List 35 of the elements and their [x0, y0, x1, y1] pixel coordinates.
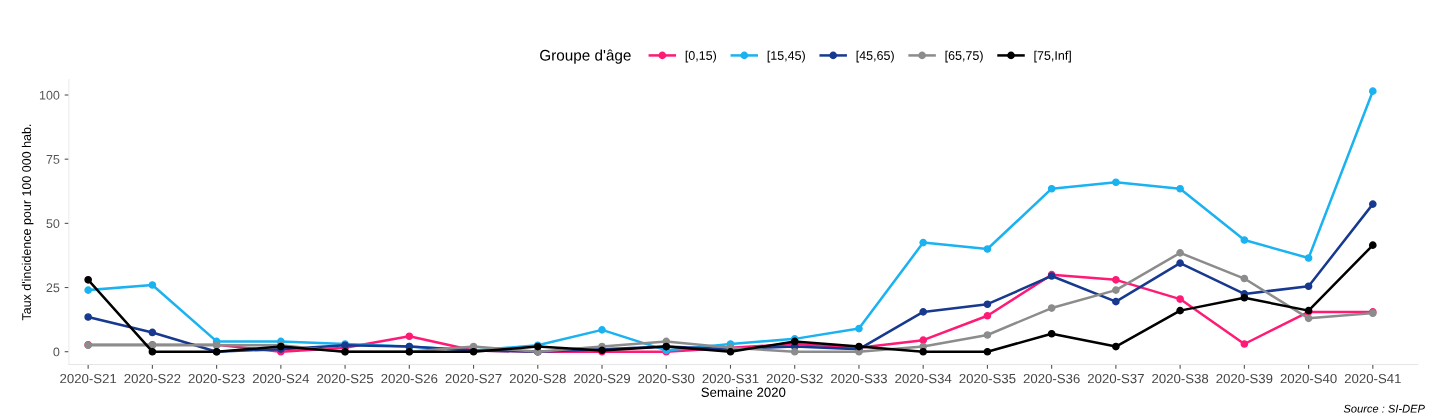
x-tick-label: 2020-S29	[574, 373, 631, 384]
x-tick-label: 2020-S21	[60, 373, 117, 384]
legend-label: [45,65)	[856, 50, 894, 63]
legend-label: [75,Inf]	[1034, 50, 1071, 63]
x-tick-label: 2020-S24	[252, 373, 310, 384]
x-tick-label: 2020-S37	[1087, 373, 1144, 384]
x-tick-label: 2020-S41	[1344, 373, 1401, 384]
x-tick-label: 2020-S38	[1152, 373, 1209, 384]
x-tick-label: 2020-S34	[895, 373, 952, 384]
legend-label: [15,45)	[767, 50, 805, 63]
y-tick-label: 75	[46, 155, 60, 164]
y-tick-label: 25	[46, 283, 60, 293]
y-axis-title: Taux d'incidence pour 100 000 hab.	[21, 124, 34, 321]
x-tick-label: 2020-S39	[1216, 373, 1273, 384]
y-tick-label: 50	[46, 219, 60, 229]
source-note: Source : SI-DEP	[1343, 404, 1425, 413]
x-tick-label: 2020-S27	[445, 373, 502, 384]
legend-label: [0,15)	[685, 50, 717, 63]
legend-title: Groupe d'âge	[540, 49, 631, 64]
legend-label: [65,75)	[945, 50, 983, 63]
x-tick-label: 2020-S25	[317, 373, 374, 384]
x-tick-label: 2020-S23	[188, 373, 245, 384]
x-tick-label: 2020-S22	[124, 373, 181, 384]
y-tick-label: 100	[39, 90, 60, 100]
x-tick-label: 2020-S36	[1023, 373, 1080, 384]
x-tick-label: 2020-S32	[766, 373, 823, 384]
x-tick-label: 2020-S28	[509, 373, 566, 384]
x-axis-title: Semaine 2020	[701, 387, 786, 397]
x-tick-label: 2020-S40	[1280, 373, 1337, 384]
y-tick-label: 0	[53, 347, 60, 357]
x-tick-label: 2020-S31	[702, 373, 759, 384]
x-tick-label: 2020-S33	[831, 373, 887, 384]
x-tick-label: 2020-S30	[638, 373, 695, 384]
x-tick-label: 2020-S35	[959, 373, 1016, 384]
x-tick-label: 2020-S26	[381, 373, 438, 384]
